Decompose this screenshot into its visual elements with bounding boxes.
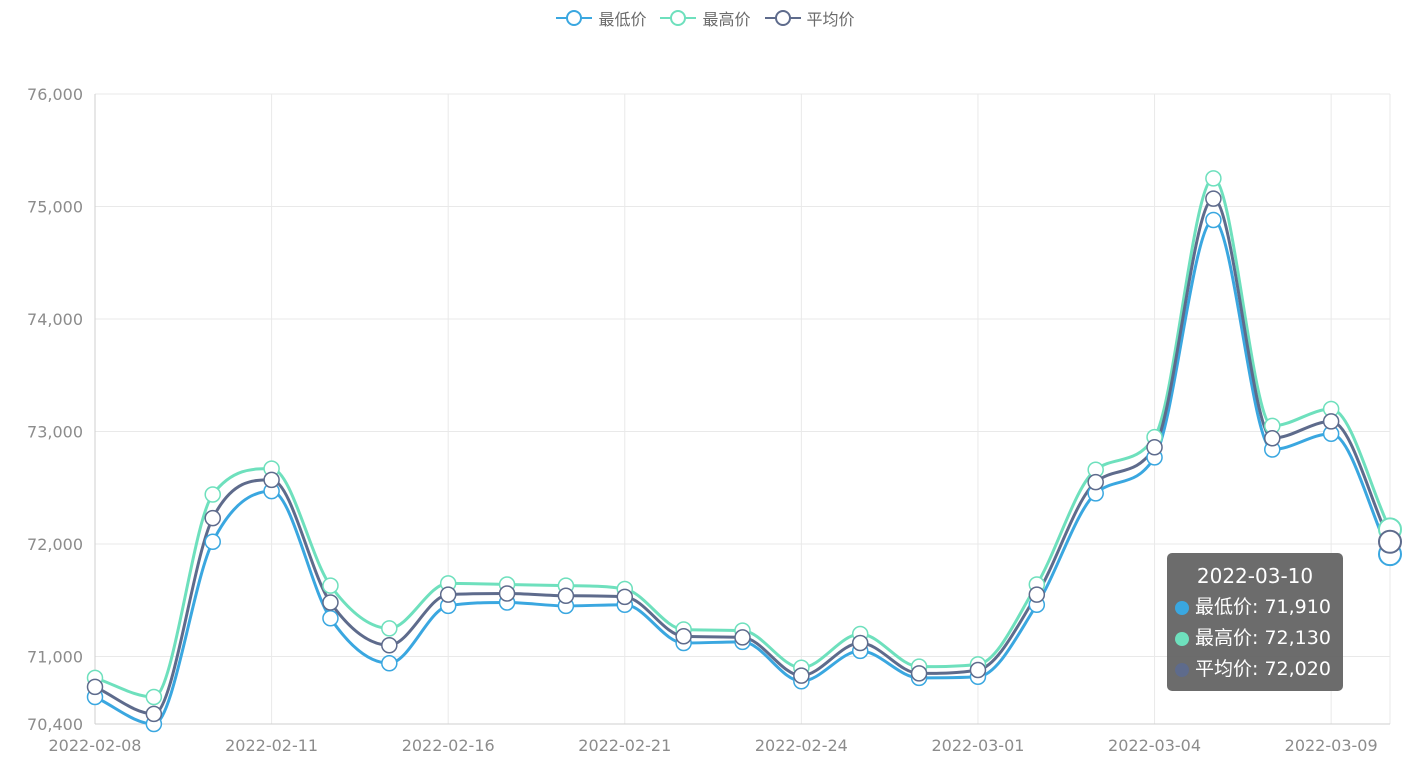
tooltip-label-min: 最低价: 71,910 — [1195, 596, 1331, 618]
series-point — [498, 585, 516, 602]
series-point — [1146, 439, 1163, 456]
x-tick-label: 2022-02-11 — [225, 736, 318, 755]
series-point — [1087, 473, 1104, 491]
tooltip-title: 2022-03-10 — [1196, 564, 1314, 588]
legend-line-circle-icon — [556, 10, 593, 26]
series-point — [381, 655, 398, 672]
x-tick-label: 2022-02-21 — [578, 736, 671, 755]
series-point — [734, 629, 751, 646]
x-tick-label: 2022-03-01 — [931, 736, 1024, 755]
chart-tooltip: 2022-03-10 最低价: 71,910 最高价: 72,130 平均价: … — [1167, 553, 1343, 691]
series-point — [439, 586, 457, 603]
tooltip-row-max: 最高价: 72,130 — [1175, 623, 1335, 654]
series-point — [910, 665, 928, 682]
series-point — [322, 577, 339, 594]
y-tick-label: 71,000 — [27, 648, 83, 667]
legend-item-max[interactable]: 最高价 — [660, 6, 751, 30]
y-tick-label: 74,000 — [27, 310, 83, 329]
series-point — [851, 634, 869, 652]
tooltip-row-min: 最低价: 71,910 — [1175, 592, 1335, 623]
series-point — [1322, 413, 1340, 430]
legend-line-circle-icon — [660, 10, 697, 26]
series-point — [1378, 529, 1402, 554]
series-point — [1205, 211, 1222, 229]
y-tick-label: 73,000 — [27, 423, 83, 442]
series-point — [145, 688, 163, 706]
series-point — [86, 678, 104, 696]
tooltip-dot-avg — [1175, 662, 1189, 677]
series-point — [1205, 170, 1222, 187]
x-tick-label: 2022-02-16 — [402, 736, 495, 755]
series-point — [322, 610, 339, 627]
series-point — [204, 533, 221, 550]
legend-label-max: 最高价 — [702, 10, 751, 29]
tooltip-row-avg: 平均价: 72,020 — [1175, 654, 1335, 685]
legend-item-min[interactable]: 最低价 — [556, 6, 646, 30]
series-point — [557, 587, 575, 604]
series-point — [1028, 586, 1046, 603]
series-point — [322, 594, 339, 611]
series-point — [793, 667, 810, 684]
legend-item-avg[interactable]: 平均价 — [764, 6, 855, 30]
series-point — [969, 661, 987, 679]
x-tick-label: 2022-02-08 — [49, 736, 142, 755]
x-tick-label: 2022-02-24 — [755, 736, 848, 755]
series-point — [616, 588, 634, 606]
x-tick-label: 2022-03-09 — [1285, 736, 1378, 755]
legend-label-min: 最低价 — [598, 10, 647, 29]
tooltip-dot-min — [1175, 600, 1189, 615]
series-point — [204, 509, 221, 527]
legend-line-circle-icon — [764, 10, 801, 26]
series-point — [145, 705, 163, 723]
y-tick-label: 75,000 — [27, 198, 83, 217]
x-tick-label: 2022-03-04 — [1108, 736, 1201, 755]
tooltip-dot-max — [1175, 631, 1189, 646]
tooltip-label-max: 最高价: 72,130 — [1195, 627, 1331, 649]
series-point — [381, 637, 398, 654]
legend-label-avg: 平均价 — [806, 10, 855, 29]
series-point — [675, 628, 692, 645]
y-tick-label: 72,000 — [27, 535, 83, 554]
series-point — [1264, 430, 1281, 447]
series-point — [1205, 190, 1222, 207]
chart-legend: 最低价 最高价 平均价 — [0, 6, 1411, 30]
series-point — [204, 486, 221, 503]
series-point — [381, 620, 398, 637]
series-point — [263, 471, 280, 489]
y-tick-label: 76,000 — [27, 85, 83, 104]
y-tick-label: 70,400 — [27, 715, 83, 734]
tooltip-label-avg: 平均价: 72,020 — [1195, 658, 1331, 680]
